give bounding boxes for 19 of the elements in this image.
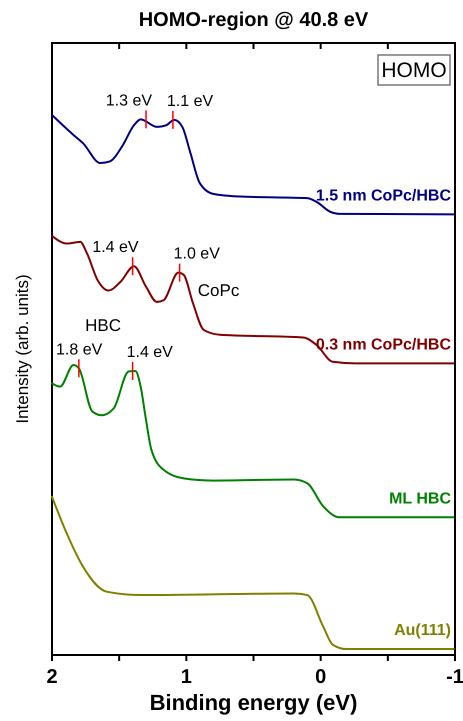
- annotation: CoPc: [198, 280, 240, 300]
- series-label: Au(111): [394, 622, 451, 640]
- y-axis-title: Intensity (arb. units): [13, 274, 32, 424]
- annotation: 1.8 eV: [56, 341, 103, 358]
- x-tick-label: 0: [315, 666, 326, 688]
- text: HOMO: [381, 59, 447, 82]
- x-tick-label: -1: [446, 666, 463, 688]
- annotation: 1.4 eV: [126, 344, 174, 361]
- annotation: 1.3 eV: [106, 92, 152, 110]
- chart-title: HOMO-region @ 40.8 eV: [138, 9, 369, 31]
- series-label: ML HBC: [389, 490, 452, 508]
- x-axis-title: Binding energy (eV): [150, 690, 358, 715]
- x-tick-label: 1: [180, 666, 192, 688]
- series-label: 1.5 nm CoPc/HBC: [316, 187, 452, 204]
- annotation: 1.1 eV: [166, 92, 214, 110]
- x-tick-label: 2: [46, 666, 58, 688]
- annotation: 1.0 eV: [174, 246, 220, 263]
- annotation: HBC: [85, 316, 121, 335]
- annotation: 1.4 eV: [92, 239, 139, 256]
